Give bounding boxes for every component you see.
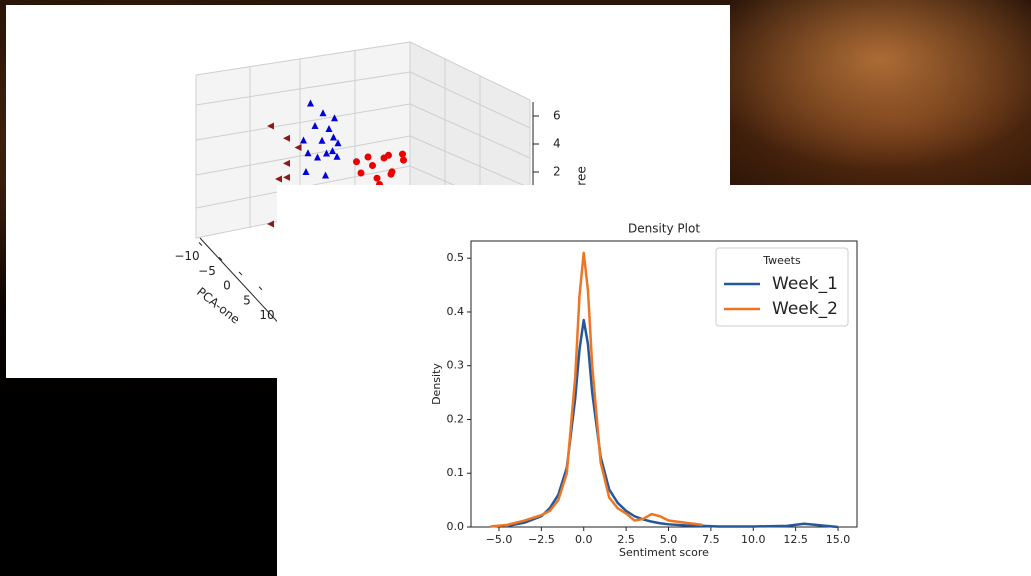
point (325, 125, 333, 132)
y-tick-label: 0.5 (447, 251, 465, 264)
point (400, 156, 407, 164)
point (331, 114, 338, 122)
y-tick-label: 0.4 (447, 305, 465, 318)
point (388, 168, 396, 176)
legend-box (715, 247, 849, 327)
x-tick-label: 12.5 (783, 533, 808, 546)
point (353, 158, 360, 166)
point (283, 173, 290, 181)
point (322, 171, 329, 179)
point (304, 149, 312, 157)
panel-background (277, 185, 1031, 576)
x-tick-label: 15.0 (826, 533, 851, 546)
legend-label: Week_2 (772, 299, 838, 319)
point (283, 159, 290, 167)
x-tick-label: −5.0 (486, 533, 513, 546)
plot-frame (470, 240, 858, 528)
point (330, 133, 337, 141)
x-tick-label: 0 (223, 279, 231, 293)
point (294, 144, 302, 151)
density-panel: Density Plot Sentiment score Density −5.… (277, 185, 1031, 576)
y-tick-label: 0.0 (447, 520, 465, 533)
point (369, 162, 376, 169)
point (333, 152, 341, 160)
point (300, 136, 307, 144)
x-tick-label: 5.0 (660, 533, 678, 546)
x-axis (199, 237, 286, 331)
density-line (507, 318, 839, 529)
chart-title: Density Plot (628, 222, 700, 236)
x-tick-label: 7.5 (702, 533, 720, 546)
point (302, 168, 310, 175)
point (267, 220, 274, 228)
x-tick-label: 5 (243, 293, 251, 307)
legend-label: Week_1 (772, 274, 838, 294)
point (311, 122, 319, 129)
point (399, 150, 406, 158)
x-tick-label: −10 (174, 249, 199, 263)
z-tick-label: 4 (553, 137, 561, 151)
point (283, 134, 290, 142)
point (334, 139, 342, 147)
x-tick-label: 2.5 (617, 533, 635, 546)
x-axis-label: Sentiment score (619, 546, 709, 559)
x-tick-label: 10.0 (741, 533, 766, 546)
x-tick-label: −5 (198, 264, 216, 278)
point (364, 153, 372, 161)
point (318, 136, 326, 144)
z-axis-label: ree (575, 166, 589, 185)
point (319, 109, 327, 117)
z-tick-label: 2 (553, 165, 561, 179)
point (275, 175, 282, 183)
x-tick (218, 256, 223, 261)
z-tick-label: 6 (553, 109, 561, 123)
x-tick (258, 286, 263, 291)
x-tick (238, 271, 243, 276)
point (267, 122, 274, 130)
y-tick-label: 0.2 (447, 412, 465, 425)
x-tick-label: 0.0 (575, 533, 593, 546)
point (357, 169, 365, 177)
point (307, 99, 314, 107)
point (314, 153, 321, 161)
point (385, 151, 392, 159)
y-tick-label: 0.1 (447, 466, 465, 479)
density-line (490, 251, 703, 528)
y-tick-label: 0.3 (447, 359, 465, 372)
point (323, 149, 330, 157)
point (329, 147, 336, 155)
x-tick-label: 10 (259, 308, 274, 322)
x-tick (198, 242, 203, 246)
legend-title: Tweets (762, 254, 801, 267)
point (373, 174, 381, 182)
x-tick-label: −2.5 (528, 533, 555, 546)
y-axis-label: Density (430, 363, 443, 405)
